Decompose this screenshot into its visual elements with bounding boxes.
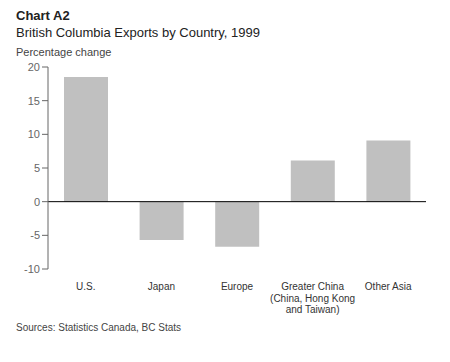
svg-text:Other Asia: Other Asia xyxy=(365,281,412,292)
svg-text:Japan: Japan xyxy=(148,281,175,292)
html-text:Chart A2: Chart A2 xyxy=(16,8,70,23)
html-text:British Columbia Exports by Co: British Columbia Exports by Country, 199… xyxy=(16,25,260,40)
svg-text:20: 20 xyxy=(28,61,40,73)
svg-text:Europe: Europe xyxy=(221,281,254,292)
svg-text:-5: -5 xyxy=(30,229,40,241)
svg-text:Greater China(China, Hong Kong: Greater China(China, Hong Kongand Taiwan… xyxy=(270,281,355,315)
svg-text:0: 0 xyxy=(34,196,40,208)
svg-text:U.S.: U.S. xyxy=(76,281,95,292)
svg-text:-10: -10 xyxy=(24,263,40,275)
svg-text:5: 5 xyxy=(34,162,40,174)
svg-text:15: 15 xyxy=(28,95,40,107)
html-text:Percentage change: Percentage change xyxy=(16,46,112,58)
svg-text:10: 10 xyxy=(28,128,40,140)
html-text:Sources: Statistics Canada, BC: Sources: Statistics Canada, BC Stats xyxy=(16,322,182,333)
